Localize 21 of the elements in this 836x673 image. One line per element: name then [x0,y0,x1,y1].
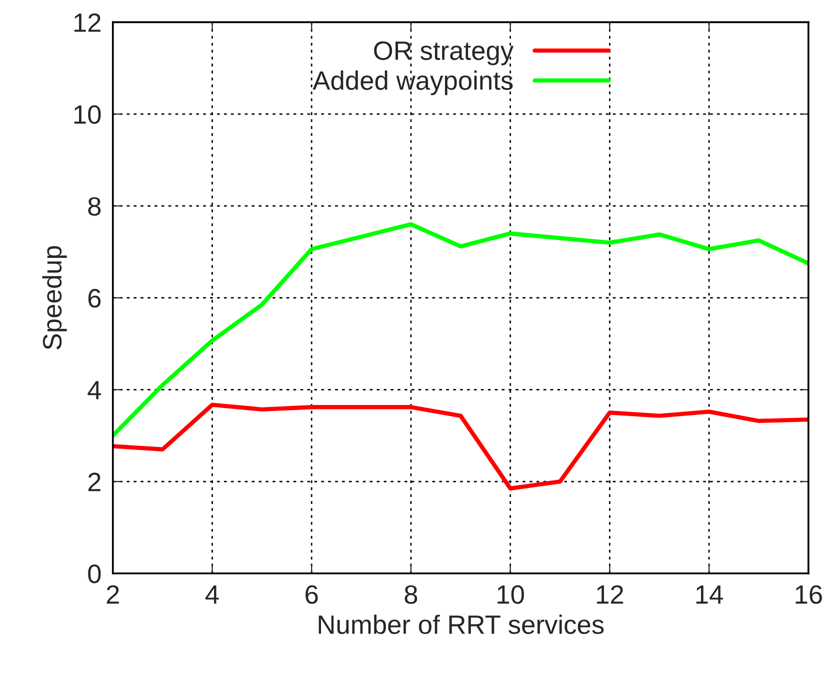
y-tick-label: 0 [88,564,101,584]
x-tick-label: 8 [404,585,418,604]
x-tick-label: 10 [498,585,524,604]
line-series [112,402,808,491]
x-axis-title: Number of RRT services [318,614,604,634]
x-tick-label: 16 [796,585,822,604]
x-tick-label: 12 [597,585,624,604]
y-tick-label: 8 [88,197,101,216]
x-tick-label: 2 [106,585,119,604]
y-tick-label: 6 [88,288,101,308]
legend-label: Added waypoints [312,70,513,96]
y-tick-label: 10 [74,105,101,124]
legend-label: OR strategy [374,41,514,66]
y-tick-label: 2 [88,472,100,492]
y-tick-label: 12 [74,13,100,32]
x-tick-label: 14 [696,585,723,604]
x-tick-label: 4 [205,585,219,604]
y-axis-title: Speedup [42,246,67,350]
x-tick-label: 6 [306,585,318,604]
line-series [112,222,808,438]
y-tick-label: 4 [88,381,101,400]
